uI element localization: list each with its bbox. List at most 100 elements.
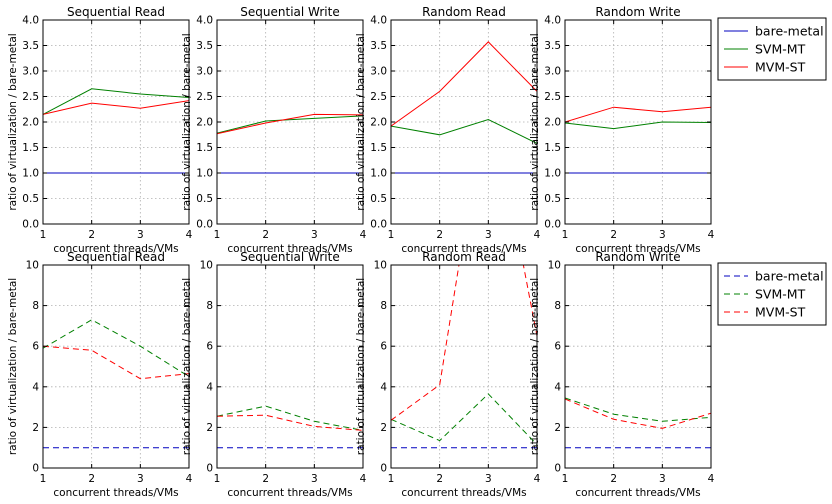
y-tick-label: 4	[380, 381, 387, 393]
y-tick-label: 2.0	[196, 117, 213, 129]
y-tick-label: 1.5	[370, 142, 387, 154]
chart-title: Random Read	[422, 250, 506, 264]
axes-frame	[216, 264, 364, 469]
series-line-svm-mt	[391, 118, 537, 144]
y-tick-label: 3.5	[196, 40, 213, 52]
y-tick-label: 8	[380, 300, 387, 312]
axes-frame	[42, 264, 190, 469]
y-tick-label: 2.0	[370, 117, 387, 129]
x-axis-label: concurrent threads/VMs	[227, 243, 352, 255]
y-axis-label: ratio of virtualization / bare-metal	[181, 278, 193, 455]
series-line-mvm-st	[391, 265, 537, 421]
x-axis-label: concurrent threads/VMs	[227, 487, 352, 499]
legend-label: bare-metal	[755, 24, 824, 39]
legend-1: bare-metal SVM-MT MVM-ST	[717, 17, 827, 81]
y-axis-label: ratio of virtualization / bare-metal	[355, 33, 367, 210]
series-line-mvm-st	[391, 41, 537, 127]
legend-label: bare-metal	[755, 269, 824, 284]
chart-title: Random Write	[595, 250, 680, 264]
x-tick-label: 1	[214, 229, 221, 241]
y-tick-label: 2	[380, 422, 387, 434]
chart-title: Random Write	[595, 5, 680, 19]
y-tick-label: 4	[206, 381, 213, 393]
x-axis-label: concurrent threads/VMs	[575, 243, 700, 255]
subplot-1: 1 2 3 4 0.0 0.5 1.0 1.5 2.0 2.5 3.0 3.5 4.0 Sequentia…	[7, 5, 193, 255]
x-tick-label: 2	[88, 473, 95, 485]
x-tick-label: 4	[708, 229, 715, 241]
legend-label: MVM-ST	[755, 305, 806, 320]
chart-title: Random Read	[422, 5, 506, 19]
x-axis-label: concurrent threads/VMs	[401, 487, 526, 499]
y-tick-label: 2.5	[196, 91, 213, 103]
y-tick-label: 6	[554, 341, 561, 353]
x-tick-label: 4	[186, 229, 193, 241]
x-tick-label: 2	[436, 473, 443, 485]
x-tick-label: 2	[610, 229, 617, 241]
y-axis-label: ratio of virtualization / bare-metal	[7, 278, 19, 455]
y-tick-label: 0.5	[196, 193, 213, 205]
series-line-svm-mt	[217, 115, 363, 134]
y-tick-label: 10	[548, 260, 561, 272]
y-tick-label: 2	[206, 422, 213, 434]
x-tick-label: 4	[534, 473, 541, 485]
x-tick-label: 4	[186, 473, 193, 485]
y-axis-label: ratio of virtualization / bare-metal	[181, 33, 193, 210]
y-tick-label: 4.0	[196, 15, 213, 27]
y-tick-label: 3.0	[544, 66, 561, 78]
y-tick-label: 0.0	[22, 219, 39, 231]
y-axis-label: ratio of virtualization / bare-metal	[7, 33, 19, 210]
x-tick-label: 1	[214, 473, 221, 485]
series-line-mvm-st	[565, 398, 711, 429]
x-tick-label: 1	[562, 473, 569, 485]
x-tick-label: 4	[708, 473, 715, 485]
legend-box	[717, 262, 827, 326]
y-tick-label: 6	[32, 341, 39, 353]
series-line-svm-mt	[391, 393, 537, 446]
y-tick-label: 3.5	[370, 40, 387, 52]
y-tick-label: 2.0	[544, 117, 561, 129]
y-tick-label: 0.0	[196, 219, 213, 231]
series-line-mvm-st	[43, 100, 189, 115]
y-tick-label: 2.5	[544, 91, 561, 103]
y-tick-label: 2.0	[22, 117, 39, 129]
series-line-mvm-st	[217, 113, 363, 135]
y-tick-label: 4.0	[22, 15, 39, 27]
y-tick-label: 1.5	[544, 142, 561, 154]
y-tick-label: 1.5	[22, 142, 39, 154]
y-tick-label: 2.5	[22, 91, 39, 103]
y-tick-label: 0	[206, 463, 213, 475]
y-tick-label: 0	[554, 463, 561, 475]
y-tick-label: 1.0	[22, 168, 39, 180]
y-tick-label: 2	[32, 422, 39, 434]
chart-title: Sequential Write	[240, 250, 339, 264]
series-line-mvm-st	[565, 106, 711, 123]
y-tick-label: 10	[374, 260, 387, 272]
x-tick-label: 2	[262, 229, 269, 241]
y-tick-label: 1.0	[196, 168, 213, 180]
y-tick-label: 3.0	[370, 66, 387, 78]
subplot-2: 1 2 3 40.00.51.01.52.02.53.03.54.0Sequentia…	[181, 5, 367, 255]
axes-frame	[390, 264, 538, 469]
y-tick-label: 2	[554, 422, 561, 434]
subplot-6: 1 2 3 4 0 2 4 6 8 10 Sequential Write concurrent th…	[181, 250, 367, 499]
x-tick-label: 1	[562, 229, 569, 241]
x-axis-label: concurrent threads/VMs	[53, 243, 178, 255]
x-tick-label: 3	[311, 473, 318, 485]
x-tick-label: 3	[137, 473, 144, 485]
y-tick-label: 3.5	[22, 40, 39, 52]
y-tick-label: 10	[200, 260, 213, 272]
legend-label: SVM-MT	[755, 42, 806, 57]
x-tick-label: 3	[485, 229, 492, 241]
series-line-svm-mt	[565, 397, 711, 422]
y-tick-label: 0	[380, 463, 387, 475]
y-tick-label: 8	[32, 300, 39, 312]
x-axis-label: concurrent threads/VMs	[575, 487, 700, 499]
series-line-svm-mt	[43, 319, 189, 378]
y-tick-label: 1.0	[544, 168, 561, 180]
y-tick-label: 3.0	[22, 66, 39, 78]
series-line-mvm-st	[217, 414, 363, 431]
chart-title: Sequential Read	[67, 250, 165, 264]
x-tick-label: 3	[659, 229, 666, 241]
